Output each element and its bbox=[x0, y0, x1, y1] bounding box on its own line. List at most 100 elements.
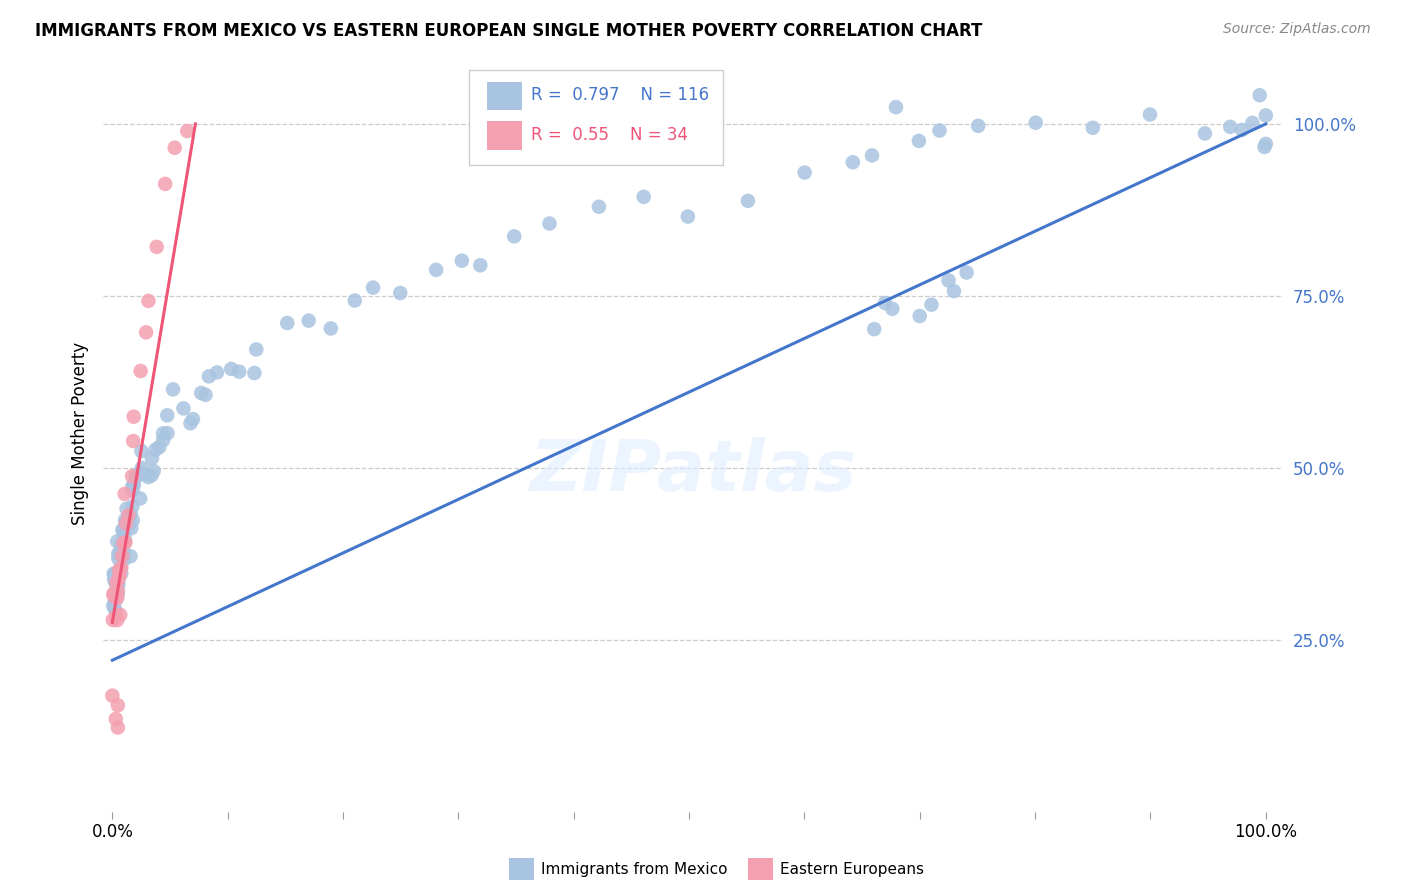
Point bbox=[298, 313, 321, 327]
Point bbox=[538, 217, 561, 231]
Point bbox=[104, 712, 127, 726]
Point bbox=[737, 194, 759, 208]
Point bbox=[361, 280, 384, 294]
Point bbox=[120, 521, 142, 535]
Point bbox=[108, 563, 131, 577]
Point bbox=[967, 119, 990, 133]
Y-axis label: Single Mother Poverty: Single Mother Poverty bbox=[72, 342, 89, 524]
Point bbox=[122, 478, 145, 492]
Point bbox=[942, 284, 965, 298]
Point bbox=[138, 293, 160, 308]
Point bbox=[107, 575, 129, 590]
Point bbox=[103, 599, 125, 613]
Point bbox=[120, 507, 142, 521]
Text: ZIPatlas: ZIPatlas bbox=[530, 437, 856, 506]
Text: R =  0.797    N = 116: R = 0.797 N = 116 bbox=[531, 87, 710, 104]
Point bbox=[108, 568, 131, 582]
Point bbox=[128, 466, 150, 480]
Point bbox=[145, 240, 167, 254]
Point bbox=[111, 523, 134, 537]
Point bbox=[110, 561, 132, 575]
Point bbox=[245, 343, 267, 357]
Point bbox=[156, 409, 179, 423]
Point bbox=[103, 566, 125, 581]
Point bbox=[107, 584, 129, 599]
Point bbox=[1241, 116, 1264, 130]
Point bbox=[276, 316, 298, 330]
Point bbox=[928, 123, 950, 137]
Point bbox=[105, 609, 128, 624]
Point bbox=[112, 536, 135, 550]
Point bbox=[1253, 140, 1275, 154]
Point bbox=[105, 534, 128, 549]
Point bbox=[124, 470, 146, 484]
Point bbox=[1081, 120, 1104, 135]
Point bbox=[118, 517, 141, 532]
Point bbox=[111, 536, 134, 550]
Point bbox=[135, 326, 157, 340]
Point bbox=[110, 566, 132, 581]
Point bbox=[131, 460, 153, 475]
Point bbox=[873, 296, 896, 310]
Point bbox=[114, 513, 136, 527]
Point bbox=[228, 365, 250, 379]
Point bbox=[319, 321, 342, 335]
Bar bbox=[486, 121, 522, 150]
Point bbox=[103, 587, 125, 601]
Point bbox=[156, 426, 179, 441]
Point bbox=[176, 124, 198, 138]
Point bbox=[104, 577, 127, 591]
Point bbox=[1254, 136, 1277, 151]
Point bbox=[101, 689, 124, 703]
Point bbox=[860, 148, 883, 162]
Point bbox=[153, 177, 176, 191]
Point bbox=[450, 253, 472, 268]
Point bbox=[163, 141, 186, 155]
Point bbox=[110, 547, 132, 561]
Point bbox=[121, 513, 143, 527]
Point bbox=[152, 426, 174, 441]
Text: Eastern Europeans: Eastern Europeans bbox=[780, 863, 924, 877]
Point bbox=[111, 524, 134, 538]
Point bbox=[243, 366, 266, 380]
Point bbox=[1139, 107, 1161, 121]
Point bbox=[110, 607, 132, 622]
Point bbox=[343, 293, 366, 308]
Point bbox=[105, 591, 128, 606]
Text: R =  0.55    N = 34: R = 0.55 N = 34 bbox=[531, 126, 689, 144]
Point bbox=[181, 412, 204, 426]
Point bbox=[148, 440, 170, 454]
Point bbox=[107, 721, 129, 735]
Point bbox=[115, 501, 138, 516]
Point bbox=[172, 401, 194, 416]
Text: Immigrants from Mexico: Immigrants from Mexico bbox=[541, 863, 728, 877]
Point bbox=[110, 561, 132, 575]
Point bbox=[219, 362, 242, 376]
Point bbox=[129, 491, 152, 506]
Point bbox=[107, 547, 129, 561]
Point bbox=[884, 100, 907, 114]
Point bbox=[141, 468, 163, 483]
Point bbox=[194, 388, 217, 402]
Point bbox=[114, 522, 136, 536]
Point bbox=[122, 434, 145, 448]
Point bbox=[118, 513, 141, 527]
Point bbox=[104, 590, 127, 604]
Point bbox=[121, 500, 143, 514]
Point bbox=[633, 190, 655, 204]
Point bbox=[114, 534, 136, 549]
Point bbox=[138, 470, 160, 484]
FancyBboxPatch shape bbox=[470, 70, 723, 165]
Point bbox=[105, 588, 128, 602]
Point bbox=[107, 566, 129, 580]
Point bbox=[121, 469, 143, 483]
Point bbox=[908, 309, 931, 323]
Text: IMMIGRANTS FROM MEXICO VS EASTERN EUROPEAN SINGLE MOTHER POVERTY CORRELATION CHA: IMMIGRANTS FROM MEXICO VS EASTERN EUROPE… bbox=[35, 22, 983, 40]
Point bbox=[120, 549, 142, 564]
Point bbox=[908, 134, 931, 148]
Point bbox=[105, 613, 128, 627]
Point bbox=[863, 322, 886, 336]
Point bbox=[793, 165, 815, 179]
Point bbox=[114, 487, 136, 501]
Point bbox=[162, 382, 184, 396]
